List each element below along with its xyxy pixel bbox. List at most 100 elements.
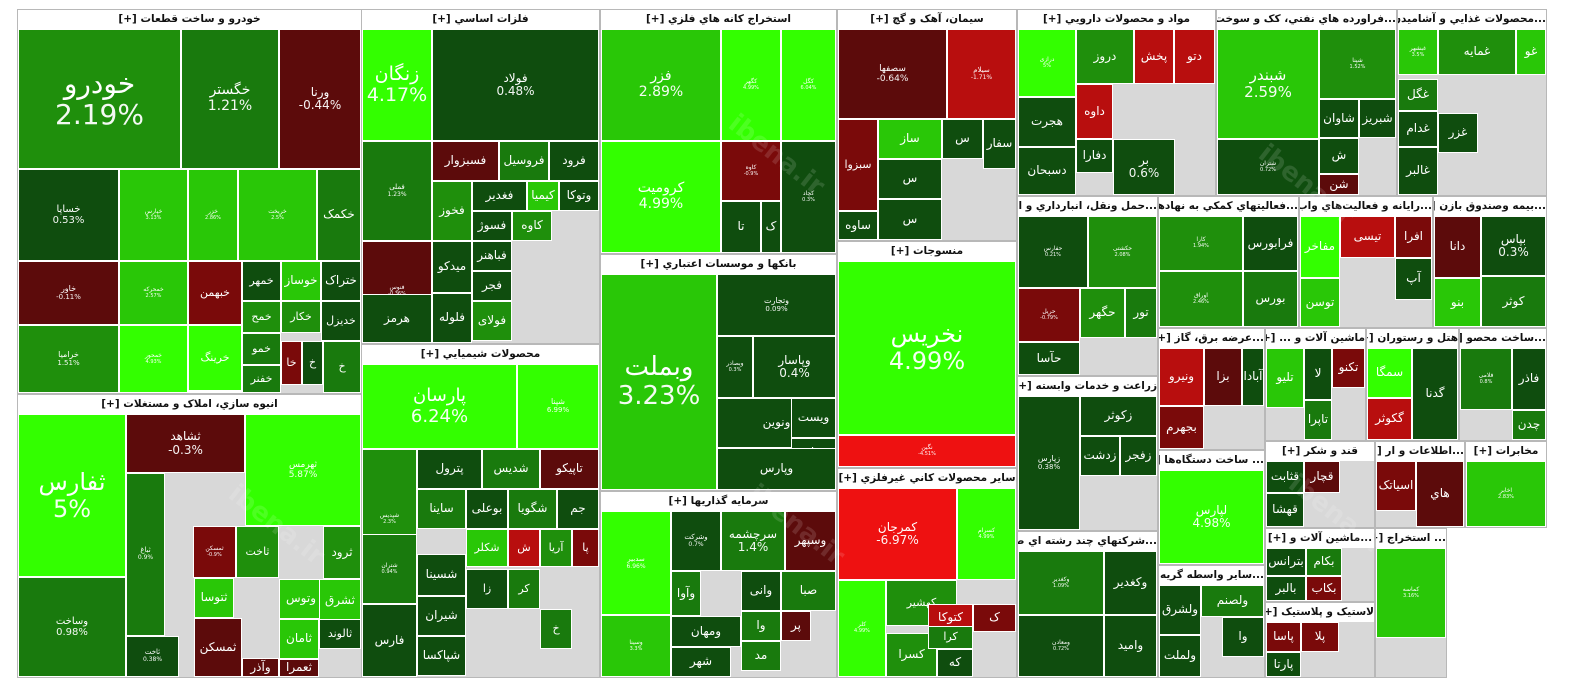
stock-tile[interactable]: سرچشمه 1.4% [721,511,785,571]
stock-tile[interactable]: وبصادر 0.3% [717,336,753,398]
stock-tile[interactable]: لپارس 4.98% [1159,470,1264,564]
stock-tile[interactable]: خ [302,341,323,385]
stock-tile[interactable]: وپارس [717,448,836,490]
stock-tile[interactable]: خدیزل [321,301,361,341]
stock-tile[interactable]: وا [1222,617,1264,657]
stock-tile[interactable]: ثعمرا [279,659,319,677]
stock-tile[interactable]: ثمسکن -0.9% [193,526,236,578]
stock-tile[interactable]: وشرکت 0.7% [671,511,721,571]
stock-tile[interactable]: وکغدیر 1.09% [1018,551,1104,615]
stock-tile[interactable]: زا [466,569,508,609]
stock-tile[interactable]: چدن [1512,410,1546,440]
stock-tile[interactable]: کمرجان -6.97% [838,488,957,580]
stock-tile[interactable]: کارا 1.94% [1159,216,1243,271]
stock-tile[interactable]: پخش [1134,29,1174,84]
sector-header[interactable]: ...ساخت محصو [+] [1460,329,1546,348]
stock-tile[interactable]: زفجر [1120,436,1157,476]
stock-tile[interactable]: ثهرمس 5.87% [245,414,361,526]
stock-tile[interactable]: وتوکا [559,181,599,211]
stock-tile[interactable]: غدام [1398,111,1438,147]
stock-tile[interactable]: غگل [1398,79,1438,111]
stock-tile[interactable]: خپارس 3.13% [119,169,188,261]
stock-tile[interactable]: فغدیر [472,181,527,211]
stock-tile[interactable]: تاپیکو [540,449,599,489]
stock-tile[interactable]: پترول [417,449,482,489]
sector-header[interactable]: ...عرضه برق، گاز [+] [1159,329,1264,348]
sector-header[interactable]: ...بيمه وصندوق بازن [+] [1434,197,1546,216]
stock-tile[interactable]: بنو [1434,278,1481,327]
stock-tile[interactable]: شیران [417,596,466,636]
stock-tile[interactable]: شدیس [482,449,540,489]
stock-tile[interactable]: فزر 2.89% [601,29,721,141]
stock-tile[interactable]: هجرت [1018,97,1076,147]
stock-tile[interactable]: شتران 0.94% [362,534,417,604]
stock-tile[interactable]: خمهر [242,261,281,301]
stock-tile[interactable]: حآسا [1018,342,1080,375]
stock-tile[interactable]: وآذر [242,658,279,677]
stock-tile[interactable]: ثاخت [236,526,279,578]
stock-tile[interactable]: بکاب [1306,576,1342,601]
sector-header[interactable]: ...محصولات غذايي و آشاميدن [+] [1398,10,1546,29]
stock-tile[interactable]: شتران 0.72% [1217,139,1319,195]
stock-tile[interactable]: شن [1319,174,1359,195]
stock-tile[interactable]: خ [323,341,361,393]
stock-tile[interactable]: فولاد 0.48% [432,29,599,141]
stock-tile[interactable]: خاور -0.11% [18,261,119,325]
sector-header[interactable]: ساير محصولات کاني غيرفلزي [+] [838,469,1016,488]
stock-tile[interactable]: س [878,159,942,199]
sector-header[interactable]: قند و شکر [+] [1266,442,1374,461]
stock-tile[interactable]: فسوژ [472,211,512,241]
stock-tile[interactable]: زکوثر [1080,396,1157,436]
stock-tile[interactable]: بزا [1204,348,1242,406]
stock-tile[interactable]: حفارس 0.21% [1018,216,1088,288]
stock-tile[interactable]: فاذر [1512,348,1546,410]
stock-tile[interactable]: دانا [1434,216,1481,278]
stock-tile[interactable]: بورس [1243,271,1298,327]
stock-tile[interactable]: فملی 1.23% [362,141,432,241]
stock-tile[interactable]: فجر [472,271,512,301]
stock-tile[interactable]: ساینا [417,489,466,529]
stock-tile[interactable]: خریخت 2.5% [238,169,317,261]
stock-tile[interactable]: ساوه [838,211,878,240]
stock-tile[interactable]: ختراک [321,261,361,301]
stock-tile[interactable]: خزر 2.86% [188,169,238,261]
stock-tile[interactable]: خگستر 1.21% [181,29,279,169]
stock-tile[interactable]: ش [1319,138,1359,174]
stock-tile[interactable]: که [937,649,973,677]
stock-tile[interactable]: گدنا [1412,348,1458,440]
stock-tile[interactable]: ثشاهد -0.3% [126,414,245,473]
stock-tile[interactable]: هرمز [362,294,432,343]
stock-tile[interactable]: بترانس [1266,548,1306,576]
stock-tile[interactable]: خمح [242,301,281,333]
stock-tile[interactable]: آبادا [1242,348,1264,406]
stock-tile[interactable]: سفار [983,119,1016,169]
stock-tile[interactable]: جم [557,489,599,529]
sector-header[interactable]: ...ماشين آلات و [+] [1266,529,1374,548]
stock-tile[interactable]: غالبر [1398,147,1438,195]
stock-tile[interactable]: سمگا [1367,348,1412,398]
stock-tile[interactable]: تا [721,201,761,253]
stock-tile[interactable]: وآوا [671,571,701,616]
stock-tile[interactable]: توسن [1300,278,1340,327]
stock-tile[interactable]: بکام [1306,548,1342,576]
stock-tile[interactable]: شپاکسا [417,636,466,676]
stock-tile[interactable]: کچاد 0.3% [781,141,836,253]
stock-tile[interactable]: ش [508,529,540,567]
stock-tile[interactable]: س [942,119,983,159]
stock-tile[interactable]: اخابر 2.83% [1466,461,1546,527]
stock-tile[interactable]: بپاس 0.3% [1481,216,1546,276]
stock-tile[interactable]: خودرو 2.19% [18,29,181,169]
stock-tile[interactable]: دتو [1174,29,1215,84]
stock-tile[interactable]: ثباغ 0.9% [126,473,165,636]
sector-header[interactable]: مخابرات [+] [1466,442,1546,461]
stock-tile[interactable]: کوثر [1481,276,1546,327]
stock-tile[interactable]: ثمسکن [194,618,242,677]
stock-tile[interactable]: مفاخر [1300,216,1340,278]
stock-tile[interactable]: کگل 6.04% [781,29,836,141]
stock-tile[interactable]: شکلر [466,529,508,567]
sector-header[interactable]: هتل و رستوران [+] [1367,329,1458,348]
stock-tile[interactable]: تیسی [1340,216,1395,258]
sector-header[interactable]: ... ساخت دستگاه‌ها [+] [1159,451,1264,470]
sector-header[interactable]: خودرو و ساخت قطعات [+] [18,10,361,29]
stock-tile[interactable]: فروسیل [499,141,549,181]
